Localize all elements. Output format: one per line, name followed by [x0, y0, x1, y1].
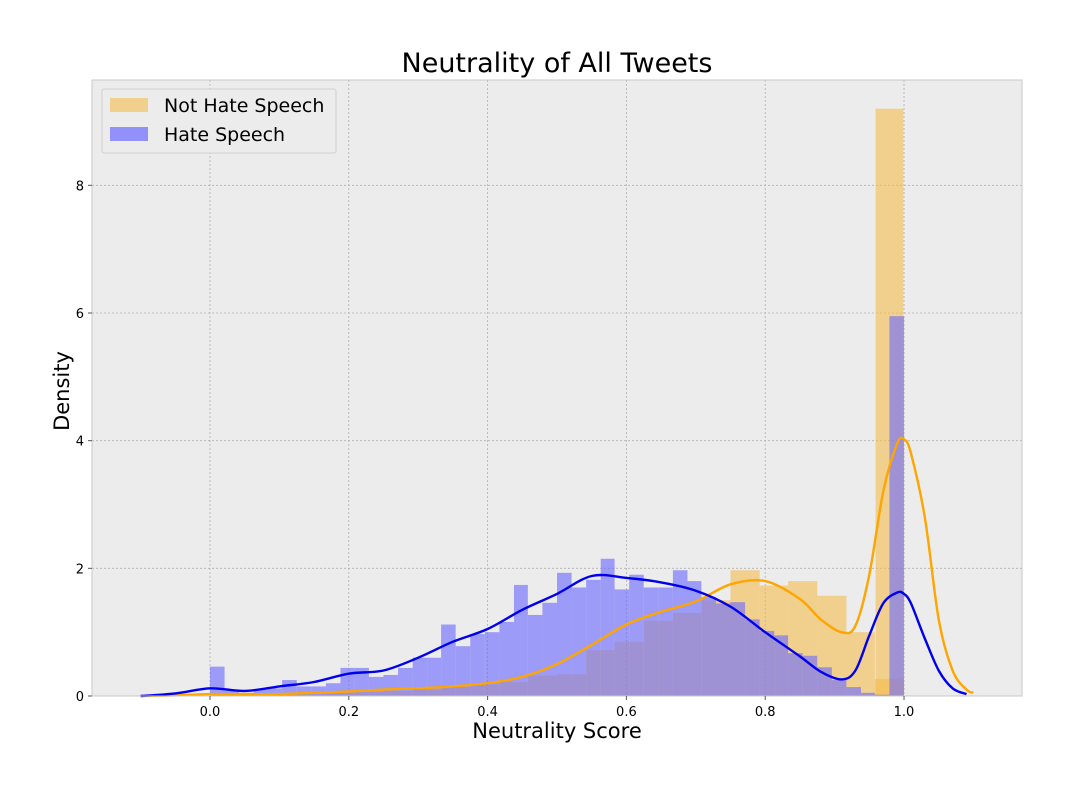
y-tick-label-1: 2 — [76, 562, 84, 577]
legend-swatch-hate-speech — [110, 127, 148, 141]
hate-speech-bar-29 — [629, 574, 644, 696]
x-tick-label-3: 0.6 — [616, 705, 637, 720]
hate-speech-bar-18 — [470, 634, 485, 696]
hate-speech-bar-15 — [427, 657, 442, 696]
hate-speech-bar-31 — [658, 587, 673, 696]
hate-speech-kde-line — [140, 573, 967, 698]
hate-speech-bar-0 — [209, 666, 225, 696]
hate-speech-bar-3 — [253, 689, 268, 696]
hate-speech-bar-27 — [600, 558, 615, 696]
legend-box — [101, 88, 337, 154]
legend-swatch-not-hate-speech — [110, 98, 148, 112]
y-tick-label-0: 0 — [76, 690, 84, 705]
y-axis-ticks: 0 2 4 6 8 — [76, 179, 92, 705]
hate-speech-bar-45 — [860, 692, 875, 696]
hate-speech-bar-39 — [774, 635, 789, 696]
hate-speech-bar-41 — [802, 655, 818, 696]
hate-speech-bar-7 — [311, 686, 326, 696]
hate-speech-bar-10 — [354, 667, 369, 696]
hate-speech-bar-37 — [745, 619, 760, 696]
x-axis-ticks: 0.0 0.2 0.4 0.6 0.8 1.0 — [200, 696, 915, 720]
hate-speech-bar-6 — [296, 686, 312, 696]
hate-speech-bar-36 — [730, 602, 746, 696]
hate-speech-bar-22 — [527, 614, 543, 696]
x-tick-label-0: 0.0 — [200, 705, 221, 720]
hate-speech-bar-14 — [412, 657, 428, 696]
legend-label-hate-speech: Hate Speech — [164, 124, 285, 146]
hate-speech-bar-33 — [687, 581, 702, 696]
hate-speech-bar-28 — [614, 589, 630, 696]
hate-speech-bar-8 — [325, 683, 341, 696]
hate-speech-bar-26 — [586, 579, 601, 696]
hate-speech-bar-40 — [788, 653, 803, 696]
hate-speech-bar-30 — [643, 587, 659, 696]
x-tick-label-5: 1.0 — [894, 705, 915, 720]
not-hate-speech-bar-22 — [846, 632, 875, 696]
not-hate-speech-kde-line — [140, 436, 974, 698]
hate-speech-bar-35 — [715, 603, 731, 696]
hate-speech-bar-25 — [571, 587, 587, 696]
hate-speech-histogram — [209, 316, 905, 696]
hate-speech-bar-32 — [672, 570, 688, 696]
y-tick-label-4: 8 — [76, 179, 84, 194]
hate-speech-bar-4 — [267, 688, 283, 696]
x-tick-label-1: 0.2 — [338, 705, 359, 720]
y-tick-label-2: 4 — [76, 435, 84, 450]
hate-speech-bar-44 — [846, 687, 861, 696]
hate-speech-bar-17 — [455, 646, 471, 696]
x-tick-label-2: 0.4 — [477, 705, 498, 720]
hate-speech-bar-34 — [701, 597, 716, 696]
hate-speech-bar-20 — [499, 621, 514, 696]
hate-speech-bar-43 — [831, 680, 847, 696]
chart-title: Neutrality of All Tweets — [402, 48, 713, 79]
hate-speech-bar-23 — [542, 602, 557, 696]
x-axis-label: Neutrality Score — [472, 719, 642, 743]
hate-speech-bar-11 — [368, 676, 384, 696]
x-tick-label-4: 0.8 — [755, 705, 776, 720]
plot-frame — [91, 79, 1023, 697]
legend-label-not-hate-speech: Not Hate Speech — [164, 95, 324, 117]
y-tick-label-3: 6 — [76, 307, 84, 322]
hate-speech-bar-12 — [383, 674, 399, 696]
hate-speech-bar-47 — [889, 316, 905, 696]
hate-speech-bar-24 — [557, 572, 572, 696]
hate-speech-bar-13 — [398, 667, 413, 696]
hate-speech-bar-46 — [874, 694, 890, 696]
y-axis-label: Density — [50, 351, 74, 431]
legend: Not Hate Speech Hate Speech — [101, 88, 337, 154]
hate-speech-bar-38 — [759, 630, 775, 696]
hate-speech-bar-1 — [224, 689, 240, 696]
hate-speech-bar-19 — [484, 632, 500, 696]
